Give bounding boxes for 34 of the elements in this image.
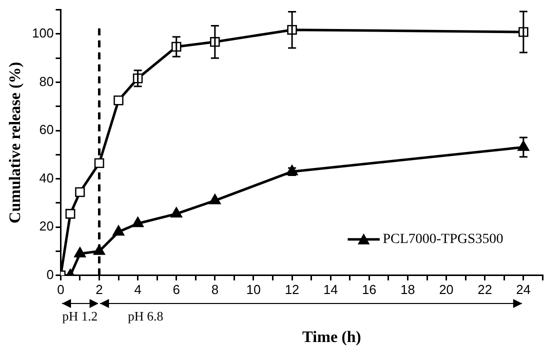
point bbox=[170, 207, 182, 218]
legend-label: PCL7000-TPGS3500 bbox=[382, 232, 504, 248]
y-tick-label: 0 bbox=[46, 266, 54, 282]
point bbox=[65, 208, 76, 219]
x-tick-label: 10 bbox=[246, 282, 261, 297]
text: pH 6.8 bbox=[128, 308, 164, 324]
point bbox=[94, 158, 104, 168]
point bbox=[209, 194, 221, 204]
point bbox=[114, 95, 124, 106]
y-tick-label: 40 bbox=[39, 170, 54, 186]
x-tick-label: 22 bbox=[478, 282, 492, 297]
point bbox=[112, 225, 124, 236]
x-tick-label: 20 bbox=[439, 282, 454, 297]
x-tick-label: 4 bbox=[134, 282, 142, 297]
y-tick-label: 20 bbox=[39, 218, 54, 234]
x-tick-label: 8 bbox=[211, 282, 219, 297]
x-tick-label: 14 bbox=[323, 282, 338, 297]
point bbox=[132, 216, 144, 228]
y-tick-label: 100 bbox=[32, 26, 54, 41]
x-tick-label: 16 bbox=[362, 282, 376, 297]
x-tick-label: 12 bbox=[284, 282, 300, 297]
y-tick-label: 80 bbox=[39, 74, 54, 89]
y-axis-title: Cumulative release (%) bbox=[7, 62, 24, 224]
text: pH 1.2 bbox=[62, 308, 98, 324]
point bbox=[93, 244, 106, 255]
x-tick-label: 18 bbox=[400, 282, 415, 297]
y-tick-label: 60 bbox=[39, 122, 54, 138]
point bbox=[75, 187, 85, 197]
x-tick-label: 2 bbox=[96, 282, 103, 297]
point bbox=[74, 247, 86, 258]
x-tick-label: 24 bbox=[516, 282, 531, 297]
x-tick-label: 6 bbox=[172, 282, 180, 297]
x-axis-title: Time (h) bbox=[302, 329, 362, 346]
x-tick-label: 0 bbox=[57, 282, 64, 297]
